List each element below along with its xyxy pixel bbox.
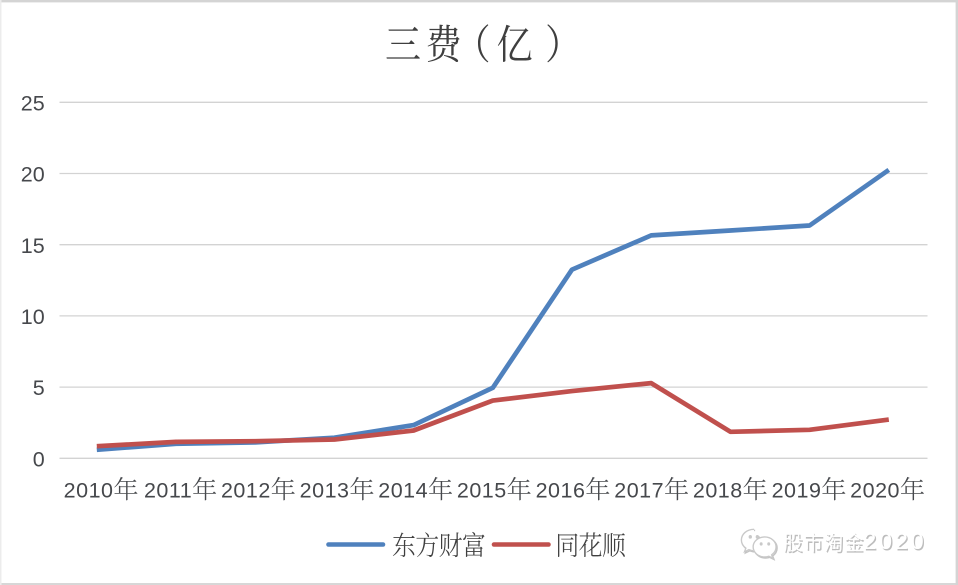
svg-text:2017: 2017 <box>614 479 664 503</box>
svg-text:2019: 2019 <box>772 479 822 503</box>
svg-text:2012: 2012 <box>221 479 271 503</box>
svg-text:2010: 2010 <box>64 479 114 503</box>
svg-text:15: 15 <box>21 234 45 258</box>
svg-text:5: 5 <box>33 376 45 400</box>
svg-text:2011: 2011 <box>144 479 192 503</box>
svg-text:25: 25 <box>21 91 45 115</box>
svg-text:0: 0 <box>33 447 45 471</box>
svg-text:2020: 2020 <box>864 528 927 554</box>
svg-text:2020: 2020 <box>850 479 900 503</box>
svg-text:2013: 2013 <box>300 479 350 503</box>
svg-text:20: 20 <box>21 163 45 187</box>
svg-text:2014: 2014 <box>378 479 428 503</box>
svg-text:2015: 2015 <box>457 479 507 503</box>
svg-text:2018: 2018 <box>693 479 743 503</box>
svg-text:2016: 2016 <box>536 479 586 503</box>
svg-text:10: 10 <box>21 305 45 329</box>
svg-text:2020: 2020 <box>865 530 928 556</box>
